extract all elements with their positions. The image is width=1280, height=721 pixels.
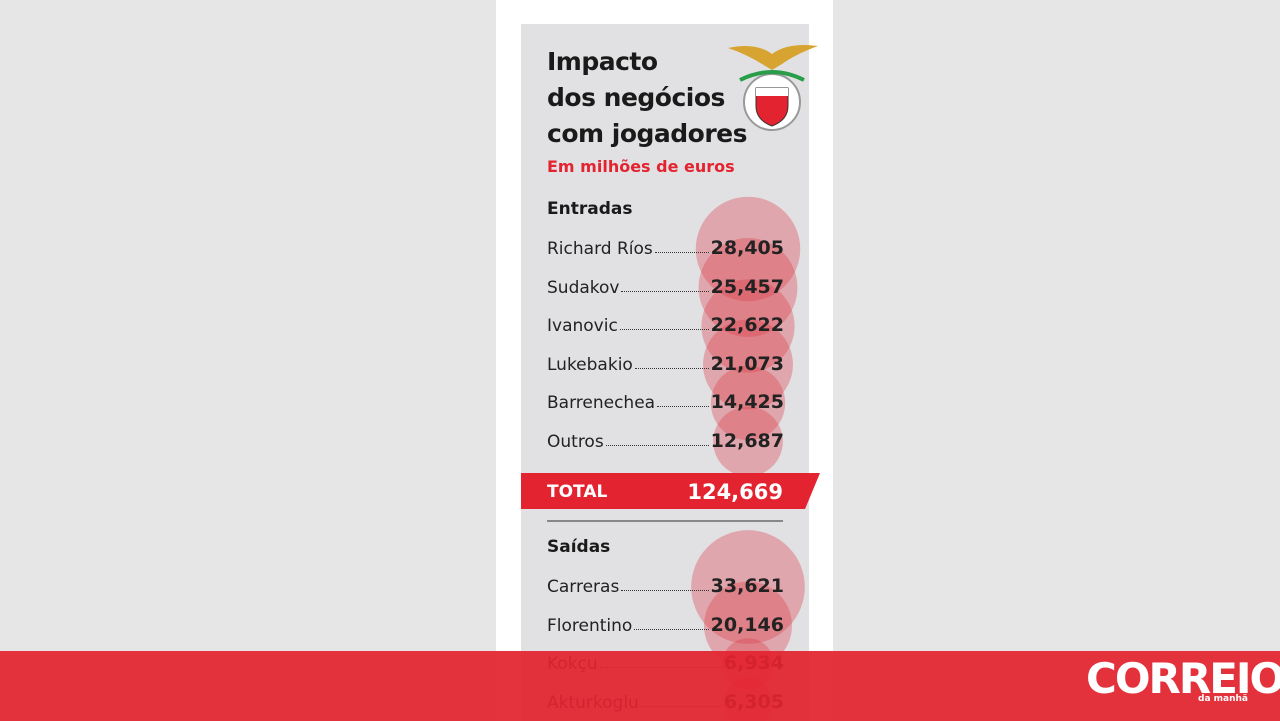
value-bubble [704,581,792,670]
eagle-wings [728,45,818,70]
leader-dots [619,329,709,330]
row: Sudakov 25,457 [547,272,784,298]
player-value: 21,073 [710,352,784,375]
player-value: 25,457 [710,275,784,298]
title-line: com jogadores [547,119,748,148]
leader-dots [634,367,709,369]
divider [547,520,783,522]
value-bubble [695,196,801,302]
player-value: 14,425 [710,391,784,413]
club-logo [728,45,818,131]
leader-dots [605,444,709,446]
player-value: 28,405 [710,237,784,259]
title-line: dos negócios [547,83,725,112]
subtitle: Em milhões de euros [547,157,735,176]
value-bubble [701,279,795,373]
player-value: 20,146 [710,613,784,636]
value-bubble [703,319,793,410]
player-name: Outros [547,431,604,452]
ribbon [739,70,805,82]
section-heading: Saídas [547,537,611,557]
total-label: TOTAL [547,482,608,502]
row: Barrenechea 14,425 [547,387,784,413]
total-value: 124,669 [687,480,783,504]
player-name: Sudakov [547,277,620,298]
player-name: Lukebakio [547,354,633,375]
brand: CORREIO [1086,654,1280,703]
section-heading: Entradas [547,199,633,219]
value-bubble [698,238,798,337]
player-name: Ivanovic [547,316,618,336]
title-line: Impacto [547,47,658,76]
tagline: da manhã [1198,694,1248,704]
total-bar [521,473,820,509]
value-bubble [710,365,786,441]
value-bubble [713,406,783,477]
shield-band [756,88,788,96]
player-name: Richard Ríos [547,239,653,259]
player-name: Barrenechea [547,393,656,413]
player-name: Florentino [547,615,633,636]
row: Carreras 33,621 [547,571,784,597]
leader-dots [654,252,709,253]
shield [755,87,789,127]
player-value: 33,621 [710,575,784,597]
value-bubble [691,530,805,644]
player-value: 12,687 [710,429,784,452]
banner [0,651,1280,721]
player-value: 22,622 [710,314,784,336]
row: Richard Ríos 28,405 [547,233,784,259]
leader-dots [621,590,709,591]
player-name: Carreras [547,577,620,597]
leader-dots [657,406,709,407]
leader-dots [634,628,709,630]
row: Ivanovic 22,622 [547,310,784,336]
leader-dots [621,290,709,292]
row: Florentino 20,146 [547,610,784,636]
row: Lukebakio 21,073 [547,349,784,375]
row: Outros 12,687 [547,426,784,452]
panel [521,24,809,721]
